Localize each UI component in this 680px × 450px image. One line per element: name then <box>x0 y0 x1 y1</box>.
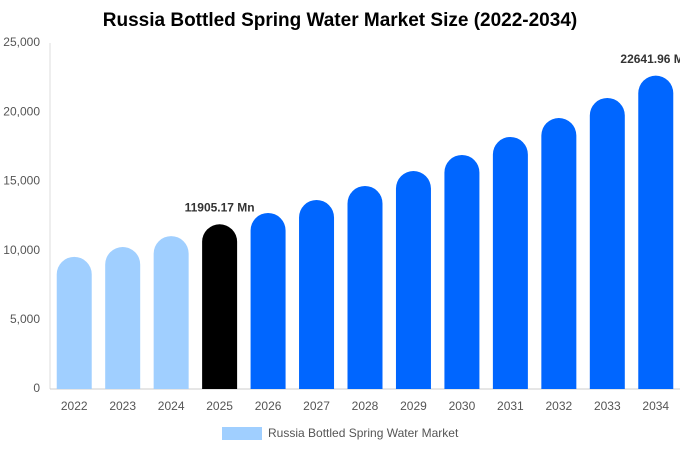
x-tick-label: 2030 <box>449 399 476 413</box>
x-tick-label: 2024 <box>158 399 185 413</box>
x-tick-label: 2032 <box>545 399 572 413</box>
x-tick-label: 2027 <box>303 399 330 413</box>
bar <box>444 154 480 389</box>
x-tick-label: 2033 <box>594 399 621 413</box>
value-label: 11905.17 Mn <box>185 200 255 214</box>
bar <box>56 256 92 389</box>
bar <box>153 236 189 389</box>
x-tick-label: 2023 <box>109 399 136 413</box>
legend-swatch <box>222 427 262 440</box>
x-tick-label: 2031 <box>497 399 524 413</box>
y-tick-label: 5,000 <box>10 312 40 326</box>
bar <box>638 75 674 389</box>
bar <box>250 212 286 389</box>
bar <box>299 199 335 389</box>
legend-label: Russia Bottled Spring Water Market <box>268 426 459 440</box>
x-tick-label: 2026 <box>255 399 282 413</box>
bar <box>492 136 528 389</box>
x-tick-label: 2025 <box>206 399 233 413</box>
x-tick-label: 2022 <box>61 399 88 413</box>
bar <box>541 118 577 389</box>
bar <box>105 247 141 389</box>
y-tick-label: 25,000 <box>3 35 40 49</box>
bar <box>347 185 383 389</box>
value-label: 22641.96 Mn <box>620 52 680 66</box>
bar <box>202 224 238 389</box>
x-tick-label: 2029 <box>400 399 427 413</box>
bar <box>589 97 625 390</box>
bar <box>395 171 431 389</box>
chart-title: Russia Bottled Spring Water Market Size … <box>103 10 577 31</box>
x-tick-label: 2028 <box>352 399 379 413</box>
y-tick-label: 10,000 <box>3 243 40 257</box>
x-tick-label: 2034 <box>642 399 669 413</box>
y-tick-label: 15,000 <box>3 174 40 188</box>
y-tick-label: 0 <box>33 381 40 395</box>
y-tick-label: 20,000 <box>3 104 40 118</box>
